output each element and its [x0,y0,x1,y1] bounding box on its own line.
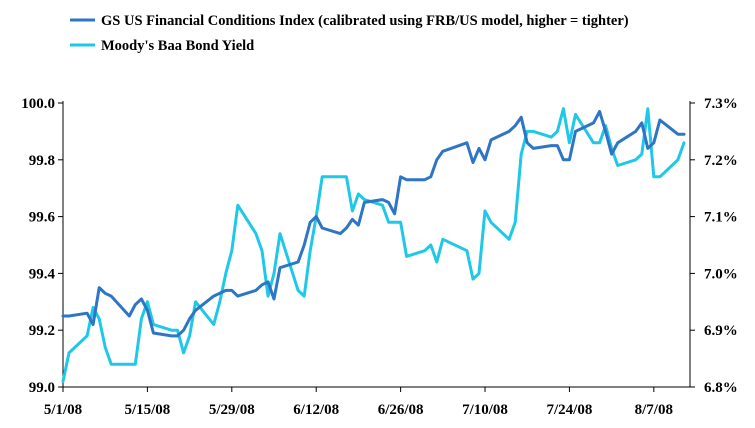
right-y-tick-label: 6.8% [704,380,738,396]
right-y-tick-label: 7.0% [704,266,738,282]
tick-labels: 99.0 99.2 99.4 99.6 99.8 100.0 6.8% 6.9% 7.0% 7.1… [21,96,738,418]
x-tick-label: 7/24/08 [547,402,593,418]
fci-series-line [61,110,686,338]
x-tick-label: 6/26/08 [378,402,424,418]
legend: GS US Financial Conditions Index (calibr… [70,13,629,54]
left-y-tick-label: 99.6 [29,210,56,226]
right-y-tick-label: 7.1% [704,210,738,226]
x-tick-label: 5/15/08 [124,402,170,418]
left-y-tick-label: 99.4 [29,266,56,282]
legend-label: Moody's Baa Bond Yield [101,38,254,54]
plot-axes [58,101,695,392]
series-layer [61,107,686,383]
x-tick-label: 5/29/08 [209,402,255,418]
left-y-tick-label: 100.0 [21,96,55,112]
right-y-tick-label: 7.3% [704,96,738,112]
x-tick-label: 8/7/08 [635,402,673,418]
x-tick-label: 6/12/08 [293,402,339,418]
right-y-tick-label: 7.2% [704,153,738,169]
x-tick-label: 7/10/08 [462,402,508,418]
right-y-tick-label: 6.9% [704,323,738,339]
baa-yield-series-line [61,107,686,383]
left-y-tick-label: 99.2 [29,323,55,339]
left-y-tick-label: 99.8 [29,153,55,169]
x-tick-label: 5/1/08 [44,402,82,418]
left-y-tick-label: 99.0 [29,380,55,396]
legend-label: GS US Financial Conditions Index (calibr… [101,13,629,29]
